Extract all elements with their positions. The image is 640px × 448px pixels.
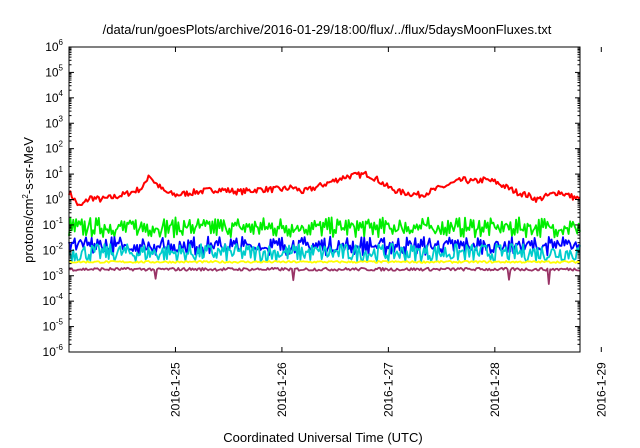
- y-axis-label: protons/cm2-s-sr-MeV: [21, 137, 36, 263]
- y-tick-label: 10-4: [43, 292, 64, 308]
- y-tick-label: 105: [45, 63, 63, 79]
- x-tick-label: 2016-1-29: [594, 362, 608, 417]
- x-axis-label: Coordinated Universal Time (UTC): [223, 430, 422, 445]
- series-line: [68, 235, 581, 257]
- y-tick-label: 10-3: [43, 267, 64, 283]
- y-tick-label: 106: [45, 38, 63, 54]
- y-tick-label: 103: [45, 114, 63, 130]
- y-tick-label: 104: [45, 89, 63, 105]
- y-tick-label: 100: [45, 191, 63, 207]
- x-tick-label: 2016-1-27: [381, 362, 395, 417]
- y-axis-label-suffix: -s-sr-MeV: [21, 137, 36, 194]
- y-tick-label: 10-2: [43, 241, 64, 257]
- series-line: [68, 266, 581, 285]
- y-tick-label: 101: [45, 165, 63, 181]
- series-line: [68, 170, 581, 207]
- x-tick-label: 2016-1-28: [488, 362, 502, 417]
- y-axis-label-sup: 2: [21, 194, 30, 199]
- plot-frame: [68, 46, 581, 353]
- ticks-layer: 10-6 10-5 10-4 10-3 10-2 10-1 100 101 102 103 104 1…: [43, 38, 609, 417]
- series-layer: [68, 170, 581, 285]
- y-tick-label: 102: [45, 140, 63, 156]
- series-line: [68, 259, 581, 264]
- y-tick-label: 10-6: [43, 343, 64, 359]
- y-tick-label: 10-5: [43, 318, 64, 334]
- series-line: [68, 216, 581, 239]
- x-tick-label: 2016-1-25: [168, 362, 182, 417]
- y-tick-label: 10-1: [43, 216, 64, 232]
- chart-title: /data/run/goesPlots/archive/2016-01-29/1…: [103, 22, 552, 37]
- x-tick-label: 2016-1-26: [275, 362, 289, 417]
